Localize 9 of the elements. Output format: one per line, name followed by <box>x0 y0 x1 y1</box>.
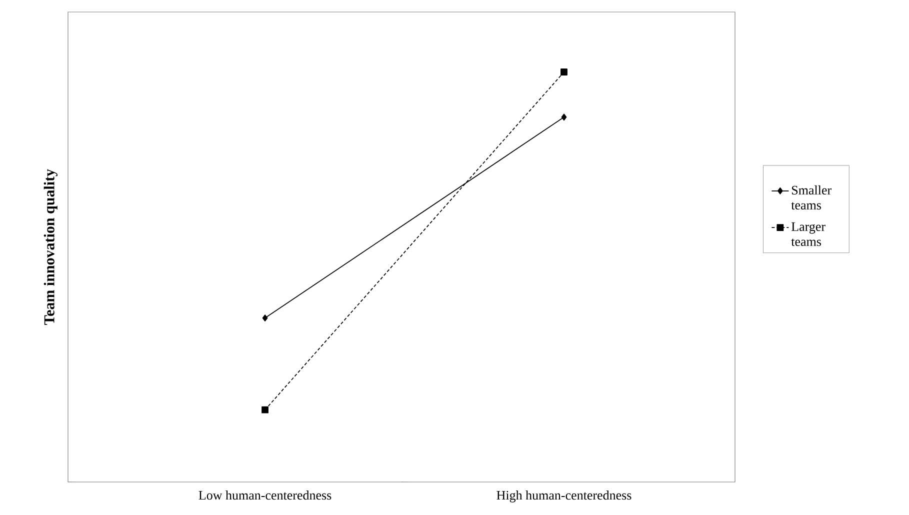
legend-label: Larger teams <box>791 222 826 246</box>
y-axis-title: Team innovation quality <box>44 169 58 325</box>
x-tick-label: High human-centeredness <box>496 490 632 502</box>
point <box>561 114 567 121</box>
point <box>560 68 568 76</box>
x-tick-label: Low human-centeredness <box>198 490 332 500</box>
point <box>262 406 268 414</box>
point <box>262 314 268 322</box>
legend-label: Smaller teams <box>791 185 832 210</box>
